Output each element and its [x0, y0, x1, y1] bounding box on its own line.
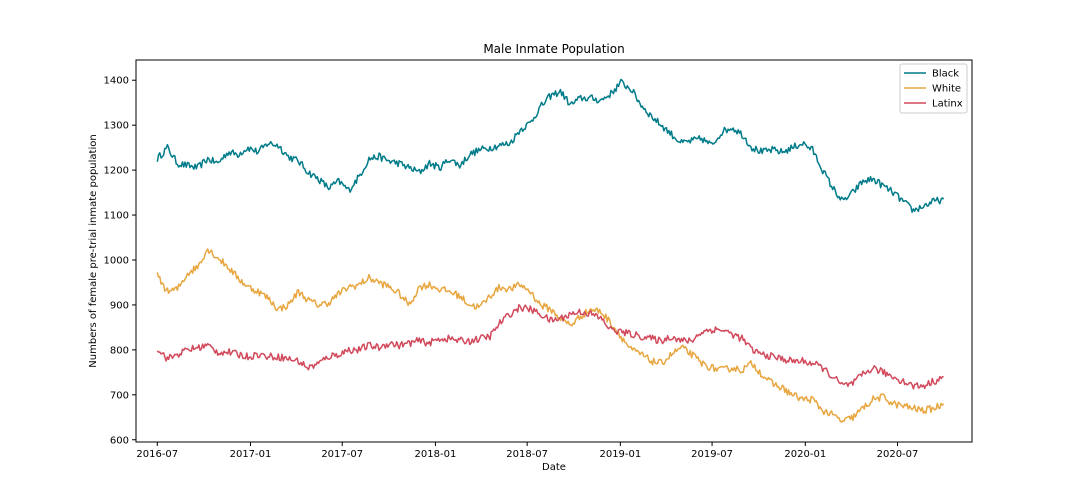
y-axis-title: Numbers of female pre-trial inmate popul… — [88, 134, 99, 367]
y-axis: 600 700 800 900 1000 1100 1200 1300 1400 — [104, 76, 136, 446]
legend-label: White — [932, 84, 961, 95]
x-axis: 2016-07 2017-01 2017-07 2018-01 2018-07 2019-… — [136, 442, 918, 460]
x-tick-label: 2017-07 — [321, 449, 363, 460]
y-tick-label: 800 — [110, 345, 129, 356]
chart-title: Male Inmate Population — [483, 42, 624, 56]
legend-label: Black — [932, 69, 959, 80]
x-tick-label: 2019-01 — [599, 449, 641, 460]
series-line-latinx — [156, 303, 944, 390]
y-tick-label: 1300 — [104, 121, 129, 132]
y-tick-label: 1100 — [104, 211, 129, 222]
plot-frame — [135, 59, 973, 443]
x-tick-label: 2017-01 — [230, 449, 272, 460]
y-tick-label: 1200 — [104, 166, 129, 177]
legend-box — [899, 63, 968, 114]
series-group — [156, 78, 945, 423]
x-axis-title: Date — [542, 462, 566, 473]
legend-label: Latinx — [932, 99, 963, 110]
x-tick-label: 2016-07 — [136, 449, 178, 460]
x-tick-label: 2019-07 — [691, 449, 733, 460]
x-tick-label: 2020-01 — [784, 449, 826, 460]
series-line-white — [156, 248, 945, 423]
legend: Black White Latinx — [899, 63, 968, 114]
y-tick-label: 700 — [110, 390, 129, 401]
y-tick-label: 1400 — [104, 76, 129, 87]
y-tick-label: 1000 — [104, 255, 129, 266]
y-tick-label: 900 — [110, 300, 129, 311]
series-line-black — [156, 78, 945, 213]
x-tick-label: 2018-07 — [506, 449, 548, 460]
y-tick-label: 600 — [110, 435, 129, 446]
x-tick-label: 2020-07 — [877, 449, 919, 460]
x-tick-label: 2018-01 — [415, 449, 457, 460]
